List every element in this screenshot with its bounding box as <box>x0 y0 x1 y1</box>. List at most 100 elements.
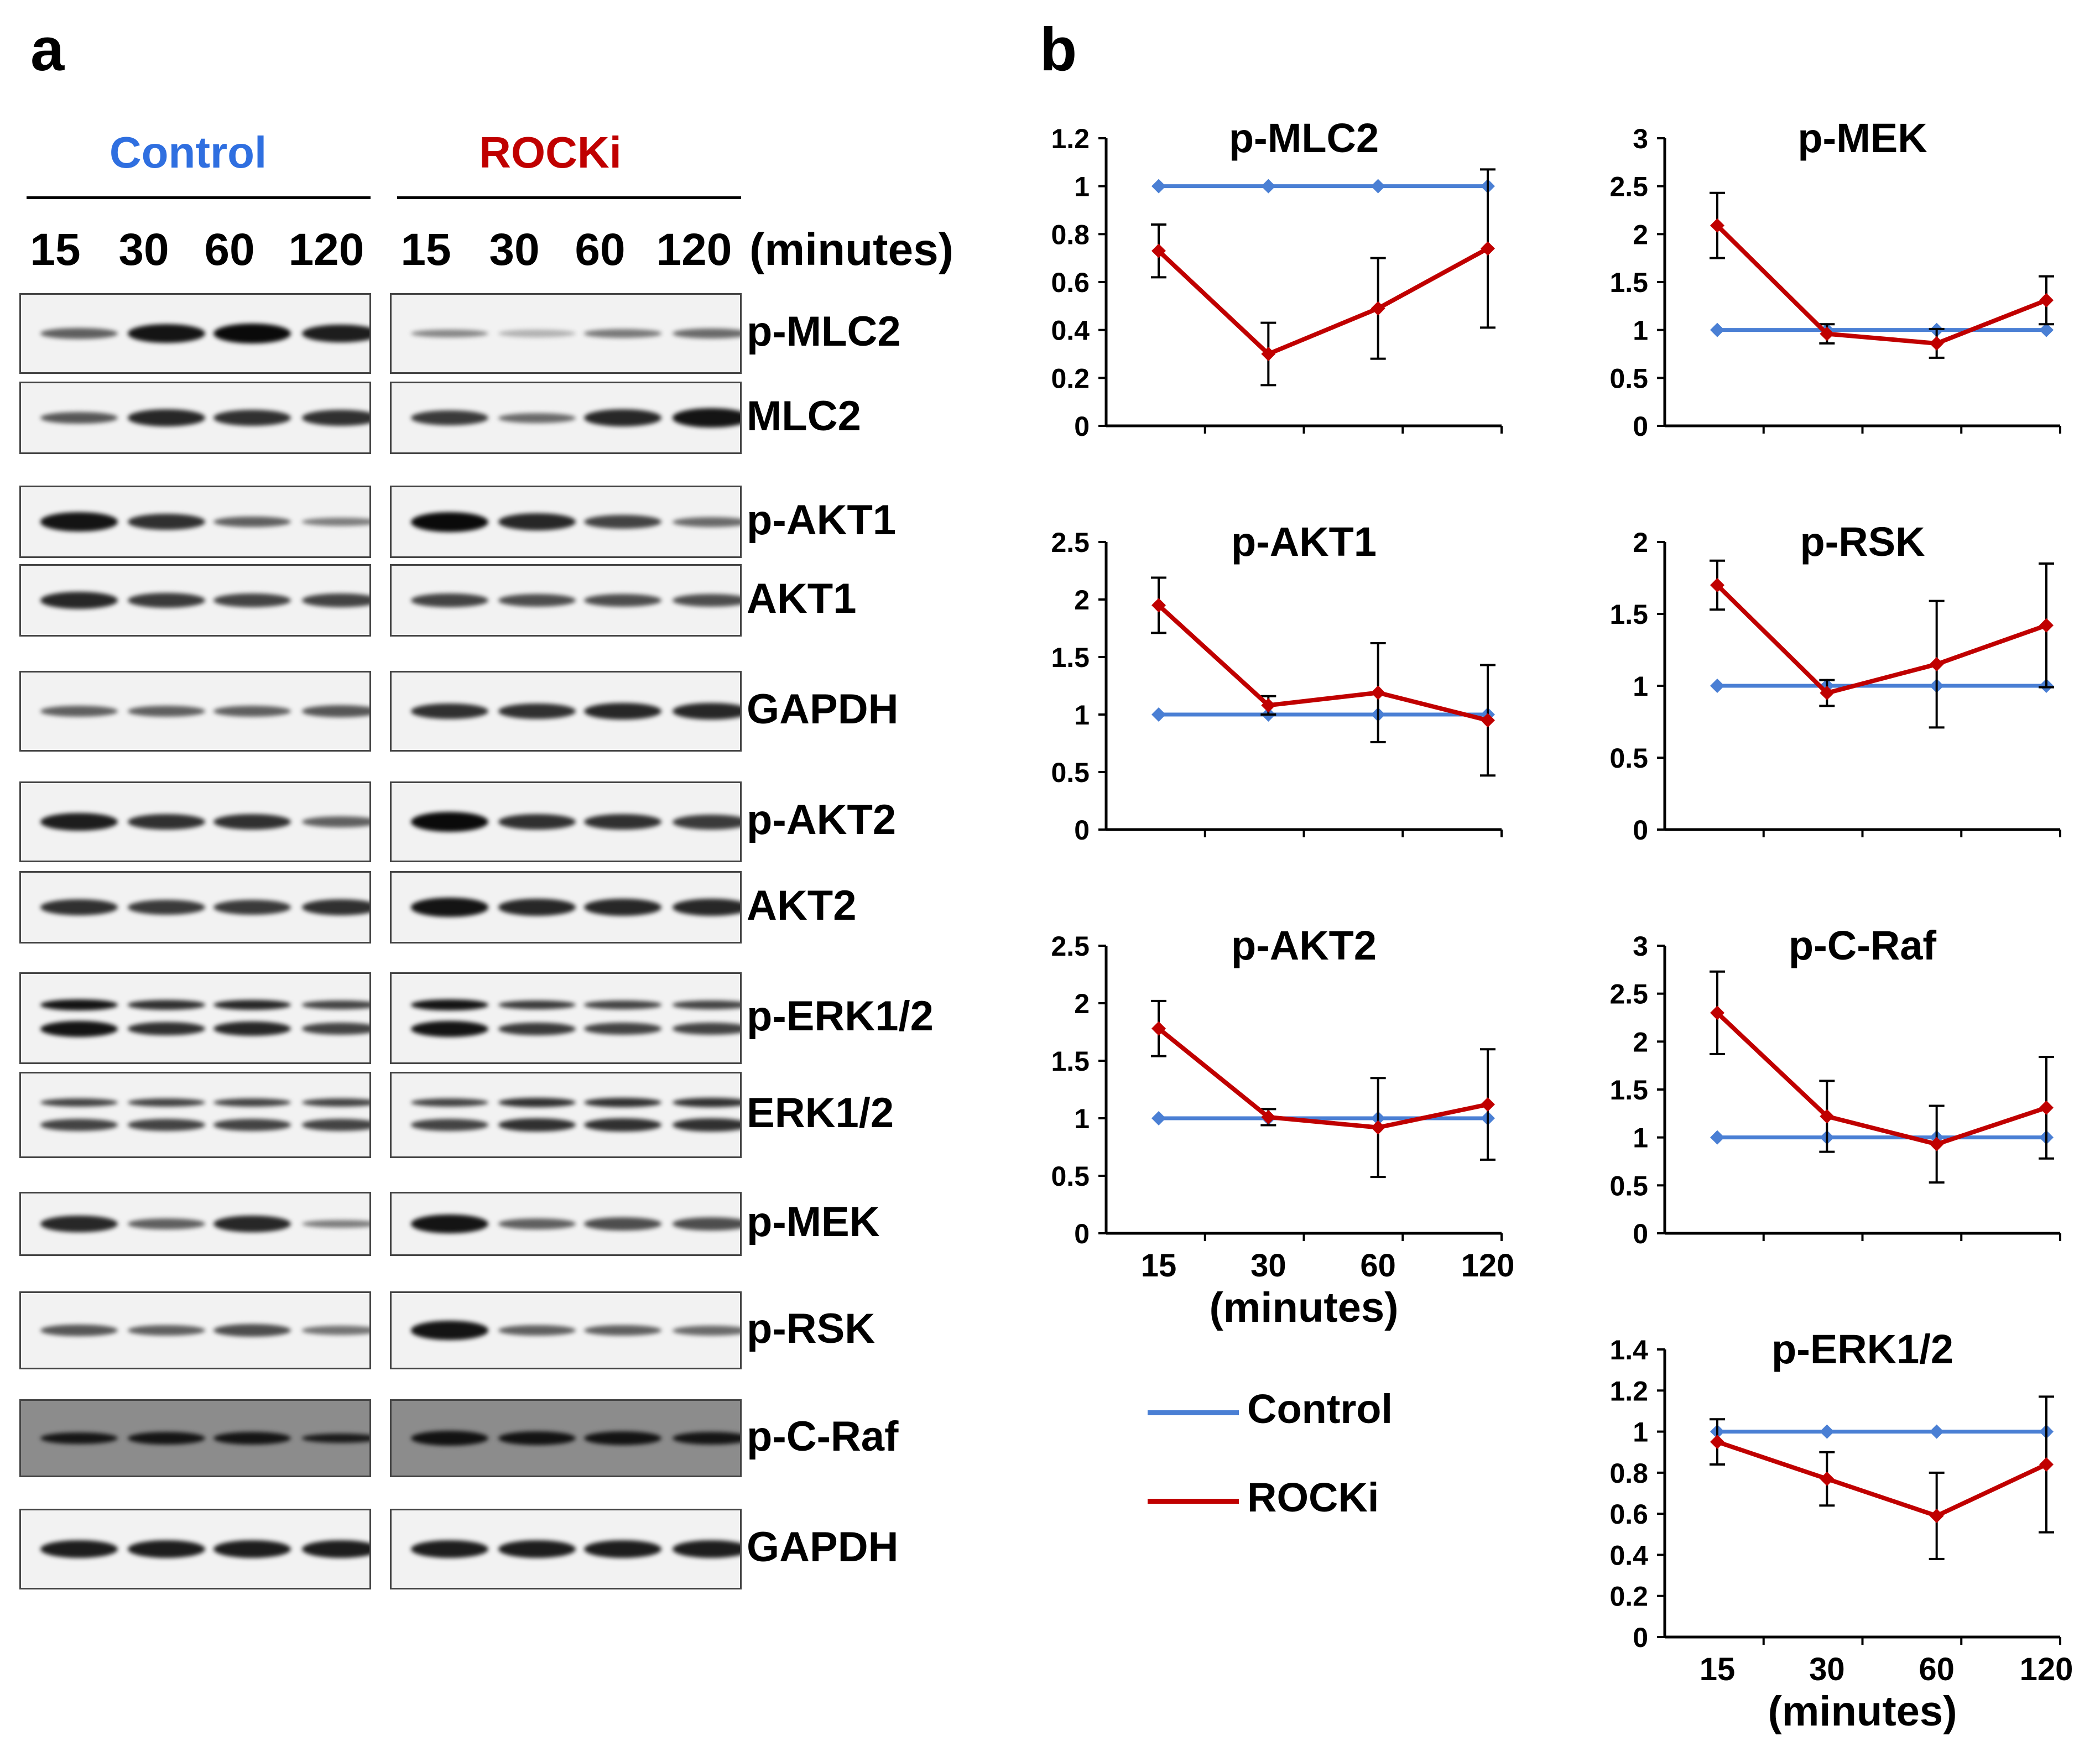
blot-control <box>19 1072 371 1158</box>
y-tick-label: 0 <box>1633 411 1648 442</box>
blot-band <box>213 516 291 528</box>
data-point-rocki <box>1151 1021 1166 1036</box>
blot-band <box>498 593 576 607</box>
data-point-rocki <box>1371 301 1385 316</box>
series-line-rocki <box>1716 1440 2047 1519</box>
blot-band <box>411 512 488 532</box>
blot-band <box>498 1000 576 1010</box>
data-point-control <box>1481 179 1495 194</box>
blot-label: GAPDH <box>747 1524 899 1571</box>
y-tick-label: 0.8 <box>1051 219 1090 250</box>
y-tick-label: 2.5 <box>1609 171 1648 202</box>
y-tick-label: 2 <box>1633 527 1648 558</box>
y-tick-label: 2.5 <box>1051 931 1090 962</box>
blot-band <box>673 1540 740 1558</box>
blot-band <box>673 1325 740 1336</box>
blot-band <box>584 1540 661 1558</box>
data-point-control <box>1710 1424 1724 1439</box>
series-line-rocki <box>1716 1011 2047 1146</box>
data-point-rocki <box>2039 618 2054 633</box>
blot-rocki <box>390 564 742 637</box>
x-tick-label: 30 <box>1809 1651 1845 1687</box>
blot-band <box>302 410 369 426</box>
blot-band <box>498 1118 576 1132</box>
y-tick-label: 0.2 <box>1051 363 1090 394</box>
y-tick-label: 2 <box>1633 1026 1648 1057</box>
blot-band <box>213 1323 291 1337</box>
rocki-time-30: 30 <box>489 225 540 275</box>
blot-band <box>584 409 661 426</box>
y-tick-label: 1 <box>1633 671 1648 702</box>
chart-title: p-ERK1/2 <box>1771 1326 1953 1372</box>
blot-band <box>584 1097 661 1108</box>
data-point-rocki <box>1929 1508 1944 1523</box>
blot-band <box>498 1097 576 1108</box>
x-tick-label: 15 <box>1141 1248 1177 1284</box>
y-tick-label: 0.4 <box>1051 315 1090 346</box>
data-point-control <box>1151 179 1166 194</box>
data-point-control <box>1710 679 1724 693</box>
blot-band <box>584 1431 661 1446</box>
data-point-rocki <box>2039 1457 2054 1472</box>
rocki-group-label: ROCKi <box>479 128 622 177</box>
data-point-control <box>2039 1424 2054 1439</box>
y-tick-label: 0.5 <box>1609 743 1648 774</box>
blot-band <box>584 702 661 720</box>
blot-control <box>19 871 371 944</box>
blot-label: AKT1 <box>747 575 857 622</box>
y-tick-label: 0.5 <box>1051 1161 1090 1192</box>
y-tick-label: 1 <box>1074 1103 1090 1134</box>
blot-band <box>673 593 740 607</box>
blot-band <box>673 1000 740 1009</box>
blot-band <box>40 812 118 831</box>
y-tick-label: 3 <box>1633 123 1648 154</box>
blot-rocki <box>390 293 742 374</box>
blot-control <box>19 1192 371 1256</box>
data-point-control <box>1820 679 1835 693</box>
control-time-120: 120 <box>288 225 364 275</box>
blot-band <box>498 1325 576 1336</box>
blot-band <box>302 1023 369 1035</box>
data-point-control <box>1371 707 1385 722</box>
y-tick-label: 1.5 <box>1051 642 1090 673</box>
blot-band <box>302 593 369 608</box>
blot-band <box>498 513 576 530</box>
blot-label: ERK1/2 <box>747 1090 894 1137</box>
x-tick-label: 120 <box>2020 1651 2073 1687</box>
blot-control <box>19 1291 371 1369</box>
data-point-rocki <box>1371 1120 1385 1135</box>
blot-band <box>40 1020 118 1037</box>
control-time-60: 60 <box>204 225 255 275</box>
data-point-rocki <box>1929 657 1944 671</box>
chart-title: p-MLC2 <box>1229 115 1379 161</box>
blot-band <box>128 706 205 717</box>
chart-title: p-MEK <box>1797 115 1927 161</box>
x-axis-title: (minutes) <box>1768 1688 1957 1735</box>
data-point-rocki <box>1820 1109 1835 1124</box>
control-time-15: 15 <box>30 225 81 275</box>
blot-band <box>302 518 369 526</box>
y-tick-label: 1.5 <box>1609 599 1648 630</box>
data-point-control <box>1261 1111 1276 1125</box>
blot-band <box>302 1540 369 1558</box>
data-point-rocki <box>1481 713 1495 728</box>
blot-label: GAPDH <box>747 686 899 733</box>
legend-control-label: Control <box>1247 1386 1393 1432</box>
blot-band <box>128 514 205 530</box>
blot-band <box>40 1432 118 1445</box>
data-point-rocki <box>1710 1435 1724 1450</box>
panel-a-letter: a <box>30 15 65 84</box>
rocki-time-60: 60 <box>575 225 626 275</box>
blot-band <box>411 1098 488 1107</box>
blot-band <box>302 1434 369 1443</box>
blot-band <box>213 999 291 1010</box>
blot-rocki <box>390 1192 742 1256</box>
series-line-rocki <box>1157 246 1489 357</box>
data-point-rocki <box>1710 1005 1724 1020</box>
blot-band <box>411 703 488 720</box>
blot-band <box>40 1324 118 1337</box>
y-tick-label: 1 <box>1633 315 1648 346</box>
blot-band <box>584 1023 661 1035</box>
data-point-control <box>1481 707 1495 722</box>
control-time-30: 30 <box>118 225 169 275</box>
